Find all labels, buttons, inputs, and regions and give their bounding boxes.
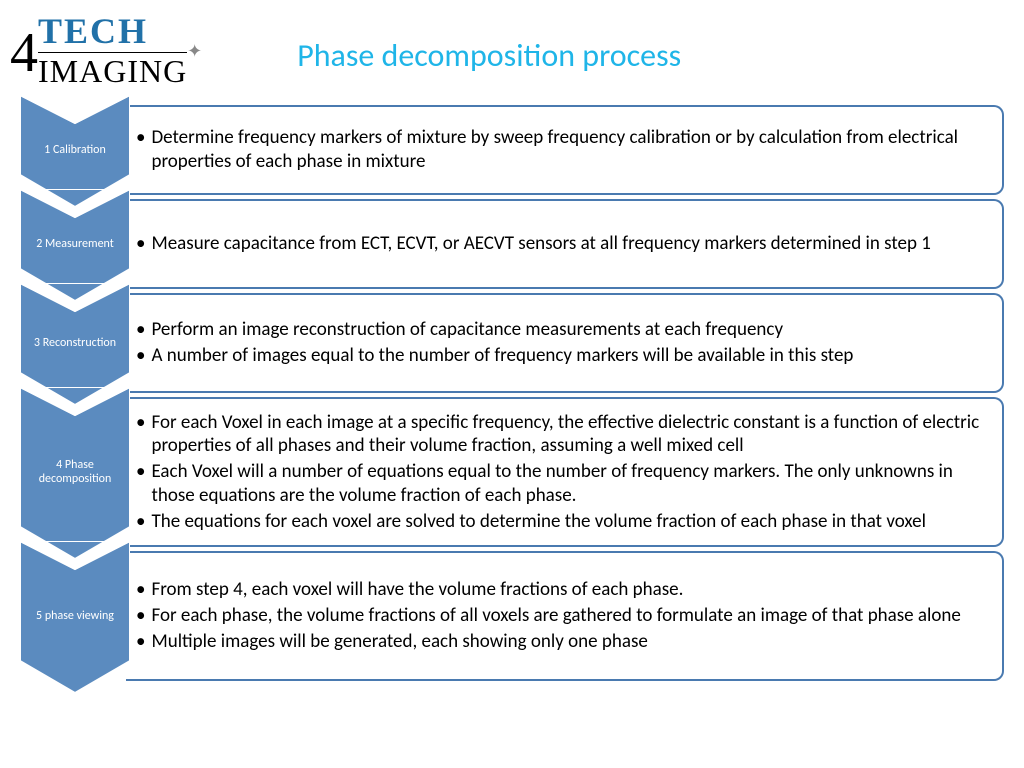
bullet-text: For each Voxel in each image at a specif…	[151, 411, 988, 459]
steps-list: 1 Calibration•Determine frequency marker…	[0, 90, 1024, 681]
step-row: 4 Phase decomposition•For each Voxel in …	[20, 397, 1004, 547]
bullet-dot-icon: •	[136, 318, 145, 342]
bullet-item: •A number of images equal to the number …	[136, 344, 988, 368]
bullet-text: From step 4, each voxel will have the vo…	[151, 578, 988, 602]
step-label: 4 Phase decomposition	[20, 458, 130, 487]
bullet-item: •Perform an image reconstruction of capa…	[136, 318, 988, 342]
bullet-text: The equations for each voxel are solved …	[151, 510, 988, 534]
bullet-dot-icon: •	[136, 604, 145, 628]
step-content: •Determine frequency markers of mixture …	[126, 105, 1004, 195]
step-row: 2 Measurement •Measure capacitance from E…	[20, 199, 1004, 289]
bullet-dot-icon: •	[136, 126, 145, 174]
bullet-dot-icon: •	[136, 578, 145, 602]
bullet-dot-icon: •	[136, 630, 145, 654]
step-row: 3 Reconstruction •Perform an image recons…	[20, 293, 1004, 393]
step-content: •For each Voxel in each image at a speci…	[126, 397, 1004, 547]
logo-text-block: TECH IMAGING ✦	[38, 10, 187, 90]
bullet-item: •From step 4, each voxel will have the v…	[136, 578, 988, 602]
chevron-icon: 4 Phase decomposition	[20, 397, 130, 547]
bullet-item: •For each phase, the volume fractions of…	[136, 604, 988, 628]
bullet-item: •Multiple images will be generated, each…	[136, 630, 988, 654]
logo-imaging: IMAGING ✦	[38, 52, 187, 90]
chevron-icon: 2 Measurement	[20, 199, 130, 289]
bullet-text: Determine frequency markers of mixture b…	[151, 126, 988, 174]
chevron-icon: 3 Reconstruction	[20, 293, 130, 393]
bullet-dot-icon: •	[136, 460, 145, 508]
bullet-dot-icon: •	[136, 510, 145, 534]
step-content: •Perform an image reconstruction of capa…	[126, 293, 1004, 393]
bullet-text: For each phase, the volume fractions of …	[151, 604, 988, 628]
logo: 4 TECH IMAGING ✦	[10, 10, 187, 90]
step-content: •Measure capacitance from ECT, ECVT, or …	[126, 199, 1004, 289]
bullet-item: •Determine frequency markers of mixture …	[136, 126, 988, 174]
bullet-dot-icon: •	[136, 232, 145, 256]
step-row: 1 Calibration •Determine frequency marker…	[20, 105, 1004, 195]
bullet-item: •The equations for each voxel are solved…	[136, 510, 988, 534]
bullet-item: •For each Voxel in each image at a speci…	[136, 411, 988, 459]
chevron-icon: 1 Calibration	[20, 105, 130, 195]
bullet-dot-icon: •	[136, 411, 145, 459]
step-label: 5 phase viewing	[30, 609, 120, 623]
bullet-text: A number of images equal to the number o…	[151, 344, 988, 368]
step-label: 2 Measurement	[30, 237, 120, 251]
bullet-item: •Measure capacitance from ECT, ECVT, or …	[136, 232, 988, 256]
bullet-text: Multiple images will be generated, each …	[151, 630, 988, 654]
step-label: 3 Reconstruction	[28, 336, 122, 350]
bullet-text: Measure capacitance from ECT, ECVT, or A…	[151, 232, 988, 256]
step-label: 1 Calibration	[38, 143, 112, 157]
header: 4 TECH IMAGING ✦ Phase decomposition pro…	[0, 0, 1024, 90]
logo-imaging-text: IMAGING	[38, 53, 187, 89]
bullet-item: •Each Voxel will a number of equations e…	[136, 460, 988, 508]
bullet-dot-icon: •	[136, 344, 145, 368]
logo-four: 4	[10, 28, 38, 78]
step-row: 5 phase viewing•From step 4, each voxel …	[20, 551, 1004, 681]
logo-tech: TECH	[38, 10, 187, 52]
bullet-text: Perform an image reconstruction of capac…	[151, 318, 988, 342]
bullet-text: Each Voxel will a number of equations eq…	[151, 460, 988, 508]
step-content: •From step 4, each voxel will have the v…	[126, 551, 1004, 681]
spark-icon: ✦	[187, 41, 203, 62]
chevron-icon: 5 phase viewing	[20, 551, 130, 681]
page-title: Phase decomposition process	[297, 36, 681, 75]
